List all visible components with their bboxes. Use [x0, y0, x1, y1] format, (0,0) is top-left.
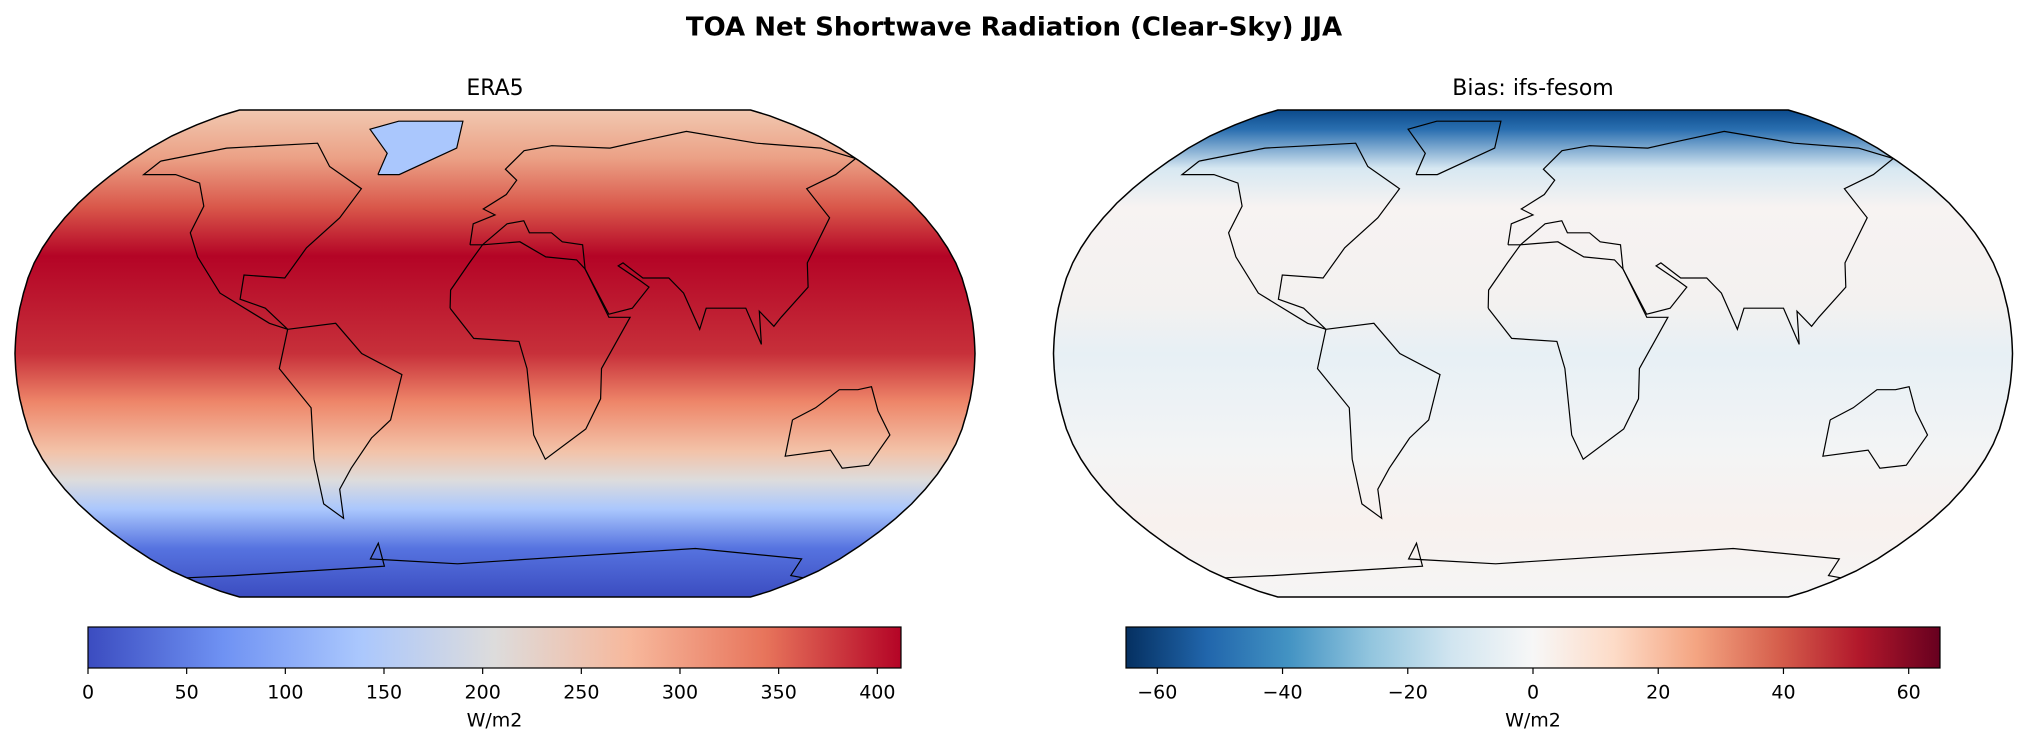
colorbar-tick-label: 300 [662, 682, 698, 704]
colorbar-tick-label: 150 [366, 682, 402, 704]
figure-title: TOA Net Shortwave Radiation (Clear-Sky) … [686, 13, 1342, 43]
map-field [15, 110, 975, 597]
map-boundary [1052, 109, 2014, 598]
colorbar-tick-label: 250 [563, 682, 599, 704]
coastline [141, 142, 363, 330]
colorbar-tick-label: 0 [82, 682, 94, 704]
colorbar-tick-label: 40 [1771, 682, 1795, 704]
colorbar-tick-label: 200 [465, 682, 501, 704]
colorbar [1125, 626, 1941, 669]
colorbar-tick-label: 350 [761, 682, 797, 704]
colorbar-tick-label: 100 [267, 682, 303, 704]
panel-title: ERA5 [466, 76, 523, 101]
colorbar-tick-label: −40 [1262, 682, 1302, 704]
colorbar-tick-label: 400 [859, 682, 895, 704]
coastline [1225, 541, 1842, 579]
panel-title: Bias: ifs-fesom [1452, 76, 1613, 101]
coastline [469, 130, 857, 345]
coastline [278, 322, 403, 520]
coastline [1180, 142, 1401, 330]
map-boundary [14, 109, 976, 598]
coastline [369, 120, 464, 176]
colorbar-tick-label: 20 [1646, 682, 1670, 704]
coastline [186, 541, 804, 579]
map [15, 110, 975, 597]
map-field [1054, 110, 2013, 597]
colorbar-tick-label: −20 [1388, 682, 1428, 704]
coastline [1407, 120, 1502, 176]
panel: ERA5 0 50 100 150 200 250 300 350 400 W/m2 [14, 76, 976, 732]
colorbar-tick-label: 50 [175, 682, 199, 704]
colorbar-label: W/m2 [467, 710, 523, 732]
colorbar [87, 626, 902, 669]
colorbar-tick-label: −60 [1137, 682, 1177, 704]
coastline [784, 385, 891, 469]
coastline [1822, 385, 1929, 469]
panel: Bias: ifs-fesom −60 −40 −20 0 20 40 60 W/m2 [1052, 76, 2014, 732]
colorbar-tick-label: 0 [1527, 682, 1539, 704]
colorbar-label: W/m2 [1505, 710, 1561, 732]
colorbar-tick-label: 60 [1897, 682, 1921, 704]
coastline [1507, 130, 1895, 345]
coastline [1316, 322, 1441, 520]
map [1054, 110, 2013, 597]
